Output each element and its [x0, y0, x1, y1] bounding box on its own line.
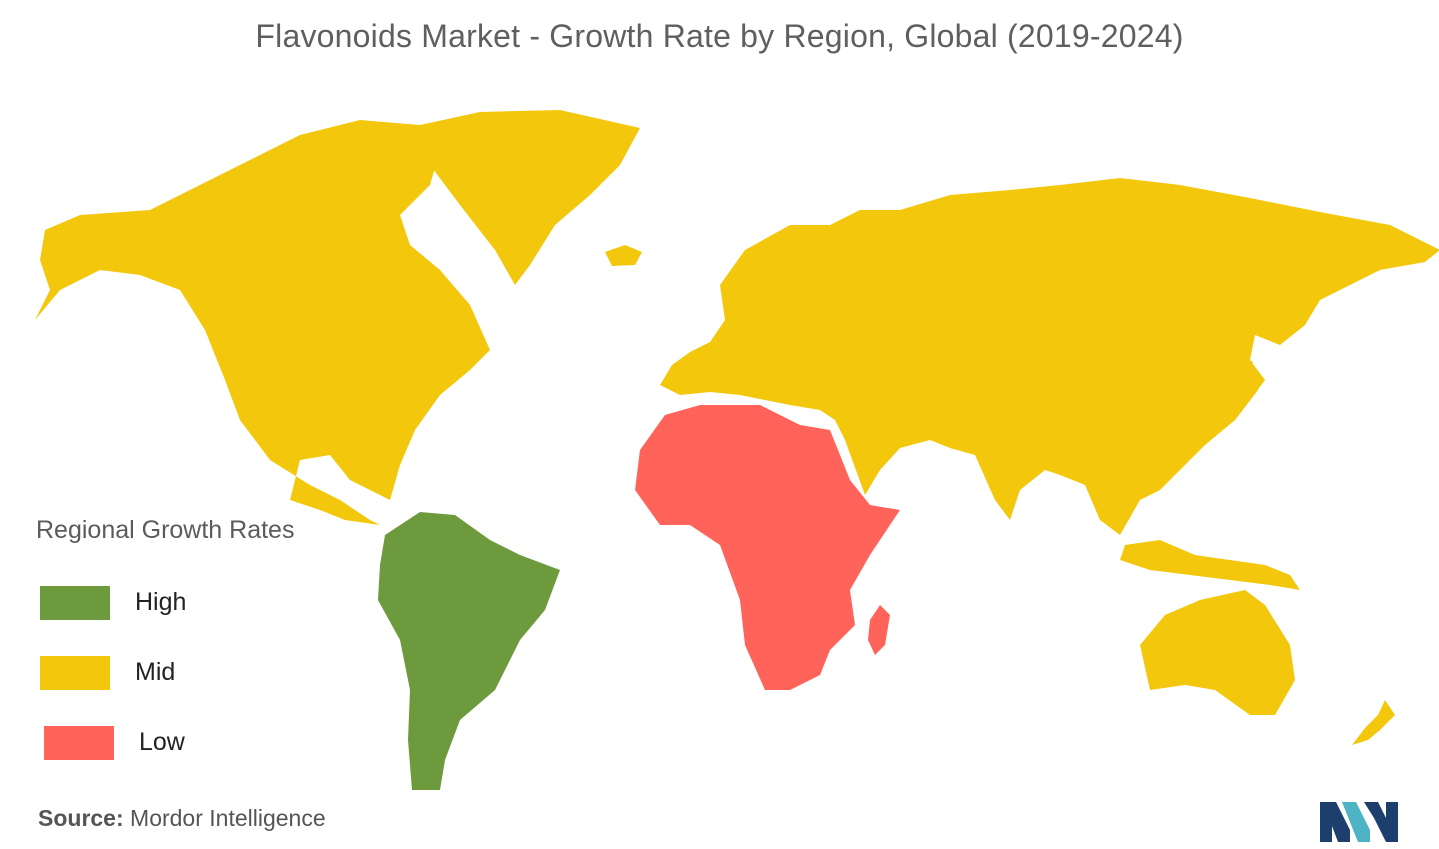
region-north-america: [35, 120, 490, 525]
region-southeast-asia-islands: [1120, 540, 1300, 590]
legend-title: Regional Growth Rates: [36, 516, 295, 544]
logo-shape-left: [1320, 802, 1350, 842]
legend-label-high: High: [135, 588, 187, 616]
region-new-zealand: [1352, 700, 1395, 745]
legend-swatch-low: [44, 726, 114, 760]
region-eurasia: [660, 178, 1439, 535]
mordor-intelligence-logo: [1320, 802, 1398, 842]
source-note: Source: Mordor Intelligence: [38, 805, 326, 832]
region-africa: [635, 405, 900, 690]
chart-title: Flavonoids Market - Growth Rate by Regio…: [255, 18, 1184, 54]
legend-label-low: Low: [139, 728, 185, 756]
region-japan: [1210, 360, 1258, 430]
logo-shape-mid: [1342, 802, 1370, 842]
region-south-america: [378, 512, 560, 790]
logo-shape-right: [1364, 802, 1398, 842]
region-greenland: [420, 110, 640, 285]
region-australia: [1140, 590, 1295, 715]
legend-swatch-mid: [40, 656, 110, 690]
legend-swatch-high: [40, 586, 110, 620]
legend-label-mid: Mid: [135, 658, 176, 686]
region-iceland: [605, 245, 642, 266]
source-label: Source:: [38, 805, 124, 831]
region-madagascar: [868, 605, 890, 655]
source-text: Mordor Intelligence: [130, 805, 326, 831]
